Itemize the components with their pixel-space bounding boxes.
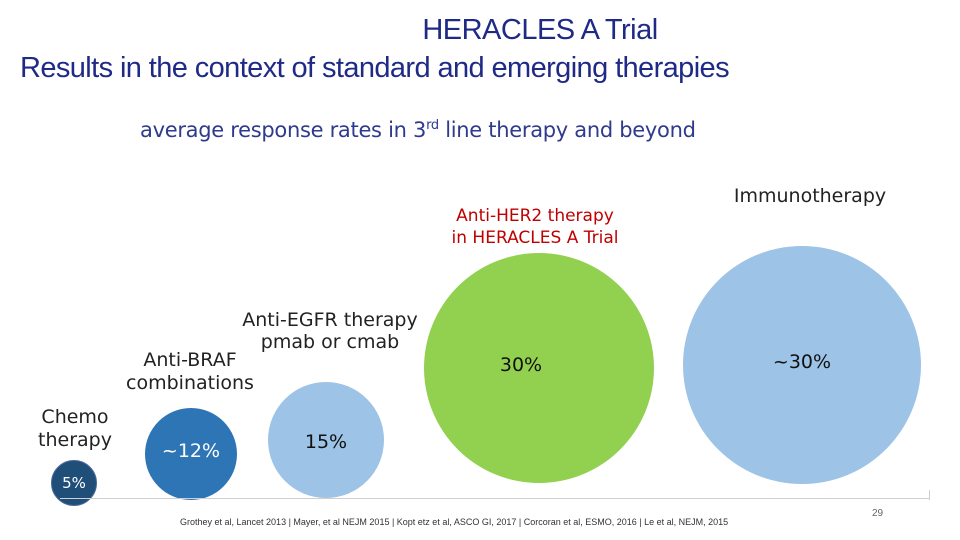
bubble-her2-label: Anti-HER2 therapy in HERACLES A Trial bbox=[420, 205, 650, 249]
her2-label-line1: Anti-HER2 therapy bbox=[456, 206, 614, 226]
bubble-immuno-label: Immunotherapy bbox=[700, 185, 920, 208]
chemo-label-line1: Chemo bbox=[41, 406, 109, 428]
her2-label-line2: in HERACLES A Trial bbox=[451, 228, 619, 248]
bubble-braf: ~12% bbox=[145, 408, 237, 500]
baseline-tick bbox=[929, 490, 930, 500]
page-number: 29 bbox=[872, 508, 884, 519]
bubble-her2-value: 30% bbox=[499, 354, 543, 376]
slide-title: HERACLES A Trial bbox=[422, 14, 658, 46]
egfr-label-line1: Anti-EGFR therapy bbox=[242, 309, 418, 331]
bubble-egfr-label: Anti-EGFR therapy pmab or cmab bbox=[230, 309, 430, 353]
caption-main: average response rates in 3 bbox=[140, 118, 427, 142]
slide-subtitle: Results in the context of standard and e… bbox=[20, 52, 730, 84]
caption-rest: line therapy and beyond bbox=[438, 118, 696, 142]
references-footer: Grothey et al, Lancet 2013 | Mayer, et a… bbox=[180, 517, 729, 527]
bubble-chemo: 5% bbox=[51, 460, 97, 506]
bubble-chemo-value: 5% bbox=[62, 474, 86, 492]
bubble-immuno-value: ~30% bbox=[772, 351, 832, 373]
bubble-egfr-value: 15% bbox=[304, 431, 348, 453]
bubble-egfr: 15% bbox=[268, 382, 384, 498]
immuno-label-line1: Immunotherapy bbox=[733, 185, 887, 207]
bubble-immuno: ~30% bbox=[683, 246, 921, 484]
braf-label-line2: combinations bbox=[126, 372, 254, 394]
egfr-label-line2: pmab or cmab bbox=[260, 331, 400, 353]
bubble-braf-label: Anti-BRAF combinations bbox=[110, 349, 270, 395]
chemo-label-line2: therapy bbox=[38, 429, 112, 451]
bubble-chemo-label: Chemo therapy bbox=[20, 406, 130, 452]
bubble-her2: 30% bbox=[424, 253, 654, 483]
caption: average response rates in 3rd line thera… bbox=[140, 118, 696, 142]
caption-sup: rd bbox=[426, 118, 439, 133]
baseline-divider bbox=[60, 498, 930, 499]
braf-label-line1: Anti-BRAF bbox=[143, 349, 237, 371]
bubble-braf-value: ~12% bbox=[161, 440, 221, 462]
